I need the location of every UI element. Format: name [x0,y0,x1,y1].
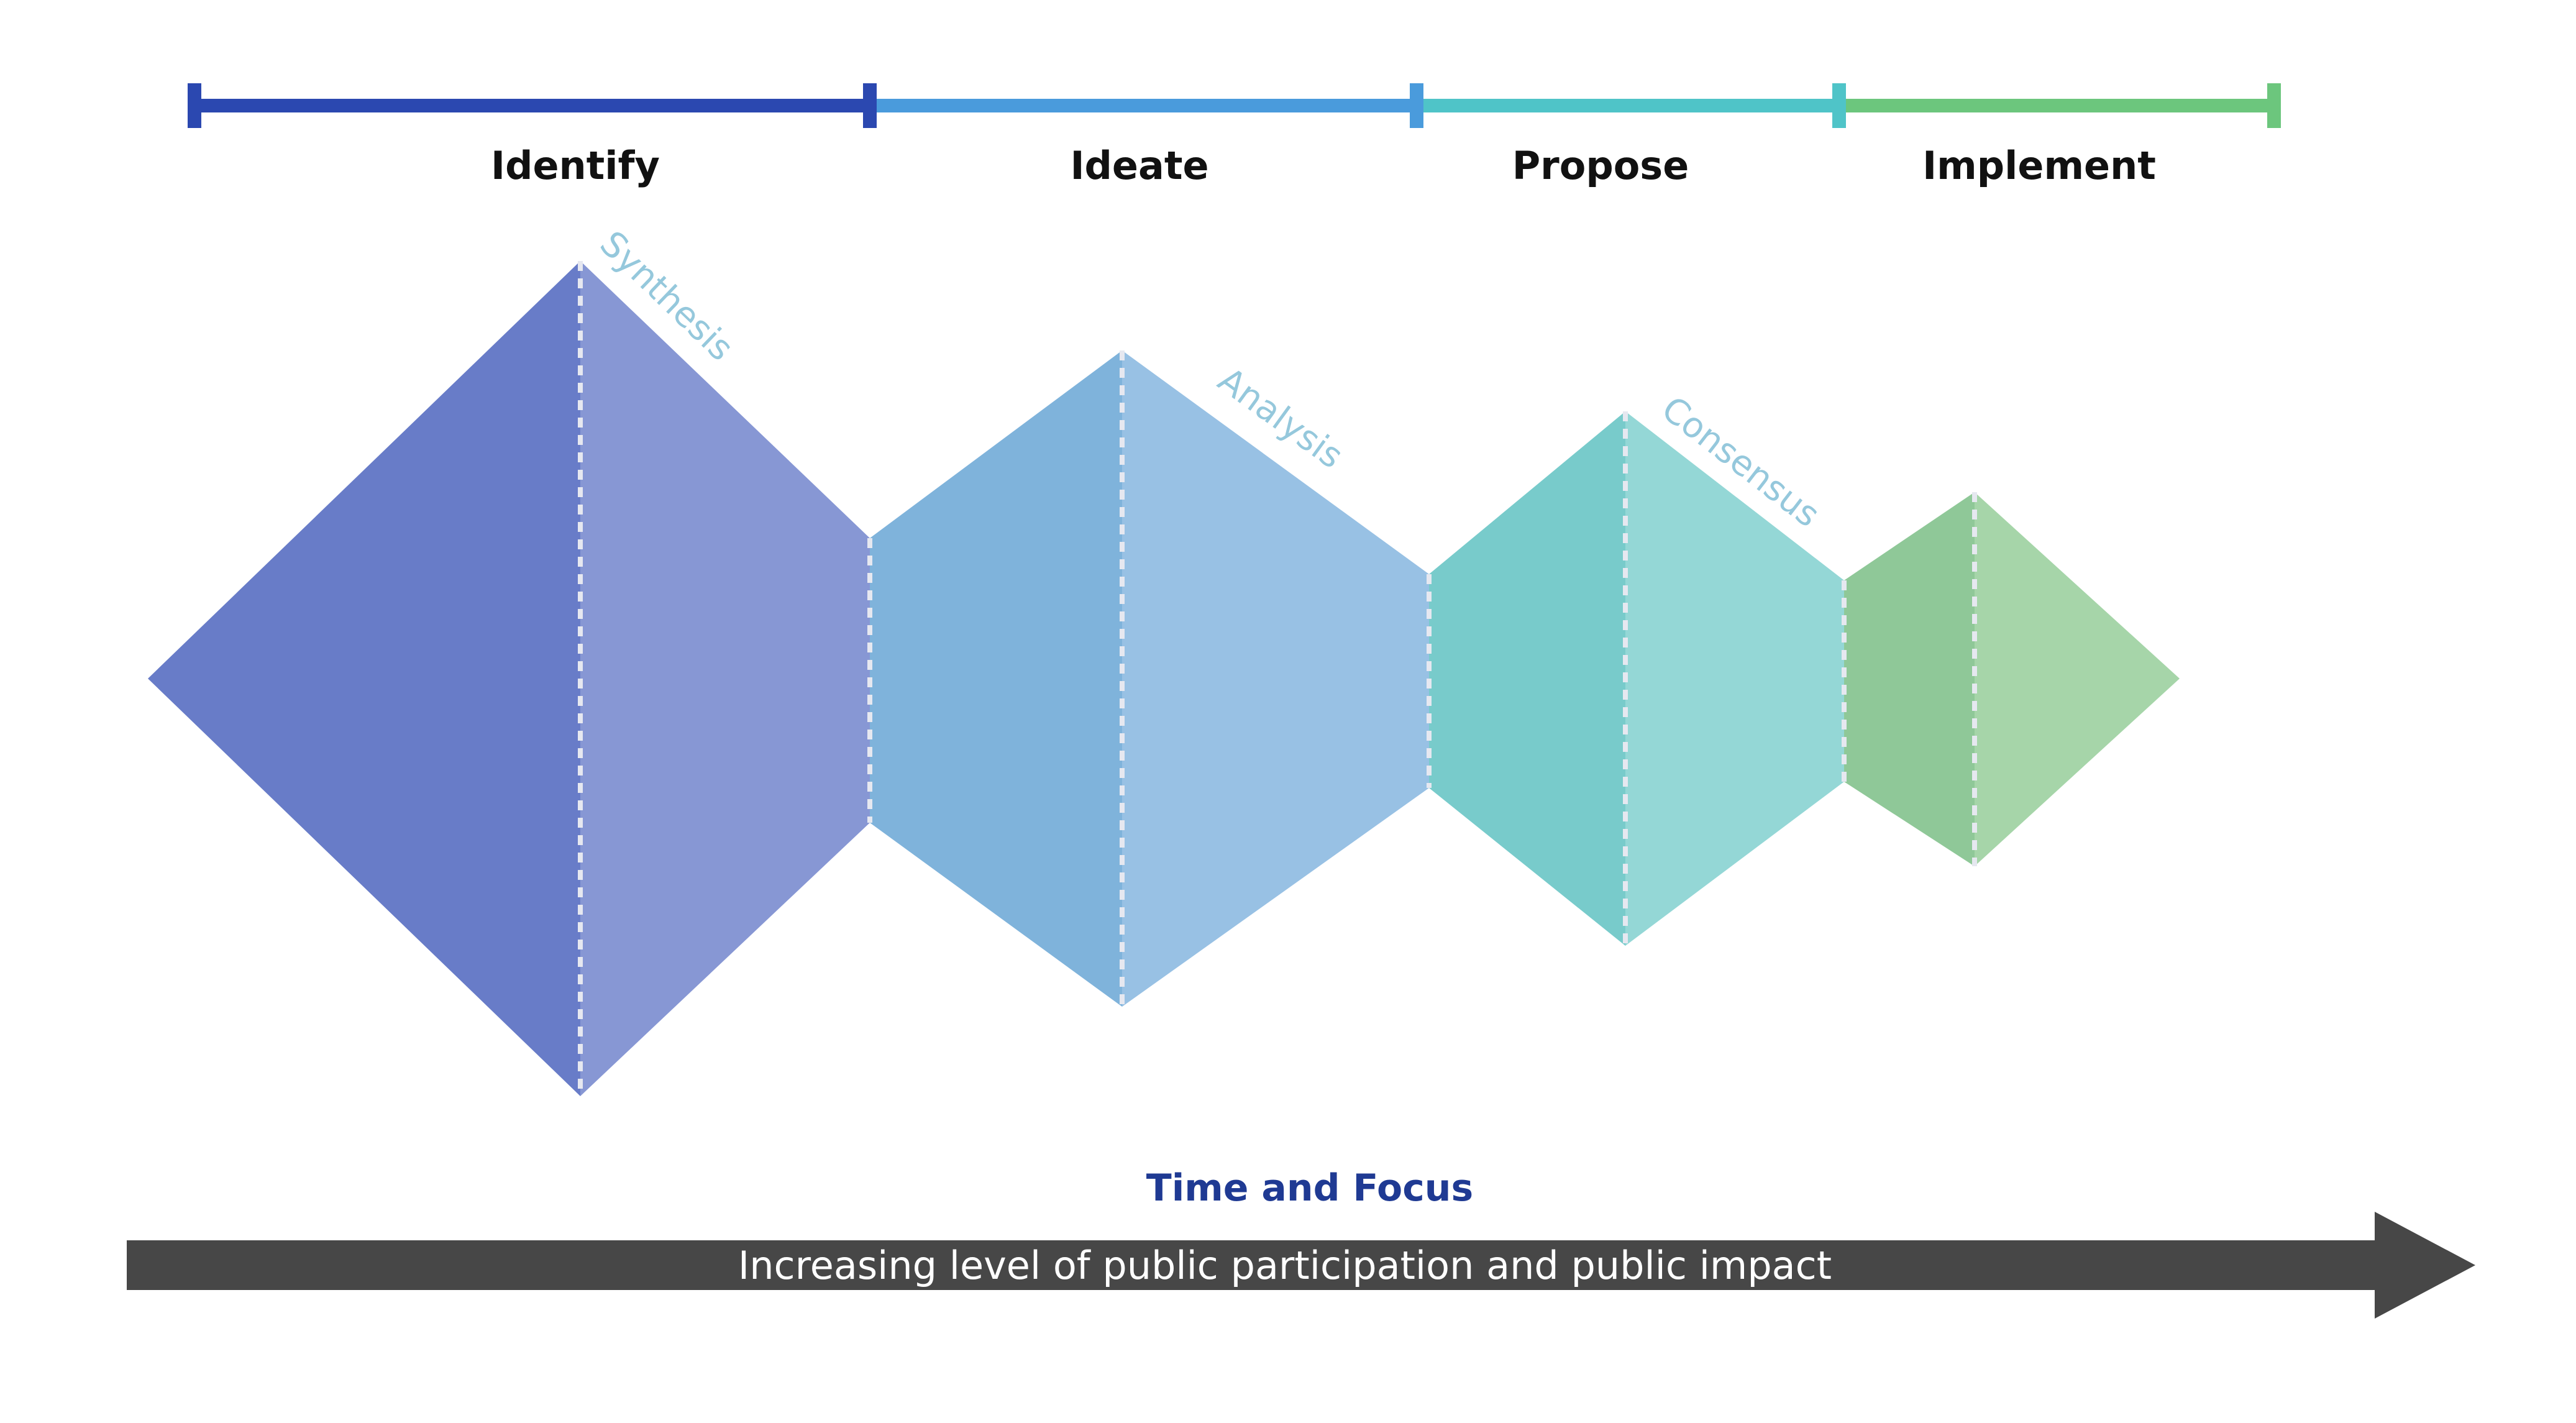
timeline-tick [188,83,201,128]
phase-label-propose: Propose [1512,143,1689,188]
timeline-tick [2267,83,2281,128]
ideate-diamond-left-half [870,350,1122,1007]
propose-diamond-right-half [1625,411,1844,946]
ideate-diamond [867,350,1429,1007]
axis-title: Time and Focus [1146,1166,1473,1210]
impact-arrow: Increasing level of public participation… [127,1212,2475,1319]
phase-label-implement: Implement [1922,143,2156,188]
identify-diamond-right-half [580,261,870,1096]
phase-label-ideate: Ideate [1070,143,1208,188]
arrow-shape [127,1212,2475,1319]
arrow-text: Increasing level of public participation… [738,1243,1832,1288]
timeline-tick [1832,83,1846,128]
implement-diamond-right-half [1975,492,2180,866]
phase-label-identify: Identify [491,143,660,188]
timeline-tick [1410,83,1423,128]
ideate-diamond-right-half [1122,350,1429,1007]
propose-diamond-left-half [1429,411,1625,946]
identify-diamond [148,261,870,1096]
implement-diamond [1842,492,2180,866]
phase-timeline: Identify Ideate Propose Implement [188,83,2281,188]
timeline-tick [863,83,877,128]
implement-diamond-left-half [1844,492,1975,866]
identify-diamond-left-half [148,261,580,1096]
propose-diamond [1427,411,1844,946]
